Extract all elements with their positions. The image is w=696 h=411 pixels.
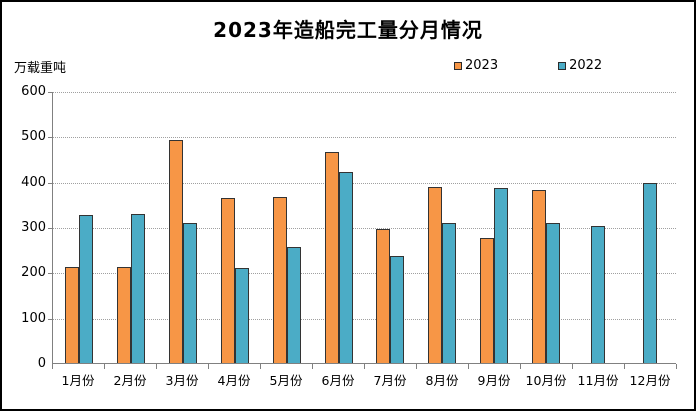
plot-area — [48, 92, 676, 364]
x-tick-9 — [520, 364, 521, 369]
category-12 — [624, 92, 676, 363]
legend-item-2022: 2022 — [558, 58, 602, 73]
legend-swatch-2023 — [454, 61, 462, 70]
category-1 — [53, 92, 105, 363]
bar-2022-month-6 — [338, 171, 353, 363]
category-6 — [313, 92, 365, 363]
category-10 — [520, 92, 572, 363]
bars-row — [53, 92, 676, 363]
x-axis-label-month-8: 8月份 — [425, 373, 459, 388]
gridline-200 — [53, 273, 676, 275]
legend-label-2022: 2022 — [569, 58, 603, 73]
bar-2023-month-5 — [272, 196, 287, 363]
y-axis-unit-label: 万载重吨 — [14, 61, 67, 76]
bar-2022-month-8 — [442, 222, 457, 363]
bar-2022-month-5 — [286, 246, 301, 363]
x-axis-label-month-1: 1月份 — [61, 373, 95, 388]
y-tick-400 — [48, 182, 53, 184]
x-axis-label-month-10: 10月份 — [525, 373, 567, 388]
gridline-600 — [53, 92, 676, 93]
y-axis-label-500: 500 — [21, 129, 46, 145]
bar-2023-month-9 — [480, 237, 495, 363]
x-tick-6 — [364, 364, 365, 369]
bar-2023-month-4 — [220, 198, 235, 363]
y-tick-100 — [48, 318, 53, 320]
x-axis-label-month-4: 4月份 — [217, 373, 251, 388]
x-tick-0 — [52, 364, 53, 369]
category-2 — [105, 92, 157, 363]
x-axis-label-month-3: 3月份 — [165, 373, 199, 388]
bar-2023-month-10 — [532, 190, 547, 363]
x-axis-label-month-11: 11月份 — [577, 373, 619, 388]
y-axis-label-200: 200 — [21, 265, 46, 281]
y-axis-label-400: 400 — [21, 174, 46, 190]
category-3 — [157, 92, 209, 363]
bar-2023-month-1 — [64, 267, 79, 363]
x-axis-label-month-5: 5月份 — [269, 373, 303, 388]
x-tick-8 — [468, 364, 469, 369]
x-tick-7 — [416, 364, 417, 369]
category-5 — [261, 92, 313, 363]
x-tick-2 — [156, 364, 157, 369]
gridline-500 — [53, 137, 676, 139]
bar-2022-month-9 — [494, 188, 509, 363]
x-tick-3 — [208, 364, 209, 369]
y-axis-label-600: 600 — [21, 84, 46, 99]
y-axis-label-100: 100 — [21, 310, 46, 326]
y-axis-label-0: 0 — [37, 356, 46, 371]
bar-2022-month-12 — [643, 183, 658, 363]
category-11 — [572, 92, 624, 363]
y-tick-500 — [48, 137, 53, 139]
x-tick-12 — [676, 364, 677, 369]
x-axis-label-month-12: 12月份 — [629, 373, 671, 388]
bar-2022-month-10 — [546, 223, 561, 363]
bar-2022-month-7 — [390, 256, 405, 363]
x-axis-label-month-9: 9月份 — [477, 373, 511, 388]
bar-2023-month-2 — [116, 267, 131, 363]
x-axis-label-month-7: 7月份 — [373, 373, 407, 388]
x-axis-label-month-6: 6月份 — [321, 373, 355, 388]
gridline-300 — [53, 228, 676, 229]
category-8 — [416, 92, 468, 363]
bar-2023-month-6 — [324, 152, 339, 363]
category-9 — [468, 92, 520, 363]
bar-2022-month-1 — [78, 215, 93, 363]
y-tick-300 — [48, 228, 53, 229]
gridline-400 — [53, 182, 676, 184]
bar-2022-month-3 — [182, 223, 197, 363]
x-tick-11 — [624, 364, 625, 369]
x-tick-10 — [572, 364, 573, 369]
y-axis-label-300: 300 — [21, 220, 46, 235]
y-tick-600 — [48, 92, 53, 93]
x-tick-4 — [260, 364, 261, 369]
bar-2023-month-3 — [168, 139, 183, 363]
bar-2022-month-2 — [130, 214, 145, 363]
category-7 — [365, 92, 417, 363]
x-axis-label-month-2: 2月份 — [113, 373, 147, 388]
legend-label-2023: 2023 — [465, 58, 499, 73]
bar-2023-month-8 — [428, 186, 443, 363]
chart-title: 2023年造船完工量分月情况 — [213, 18, 483, 42]
legend-swatch-2022 — [558, 61, 567, 70]
bar-2023-month-7 — [376, 228, 391, 363]
bar-2022-month-4 — [234, 267, 249, 363]
x-tick-5 — [312, 364, 313, 369]
legend: 2023 2022 — [454, 58, 602, 73]
legend-item-2023: 2023 — [454, 58, 498, 73]
gridline-100 — [53, 318, 676, 320]
bar-2022-month-11 — [591, 225, 606, 363]
x-tick-1 — [104, 364, 105, 369]
category-4 — [209, 92, 261, 363]
y-tick-200 — [48, 273, 53, 275]
